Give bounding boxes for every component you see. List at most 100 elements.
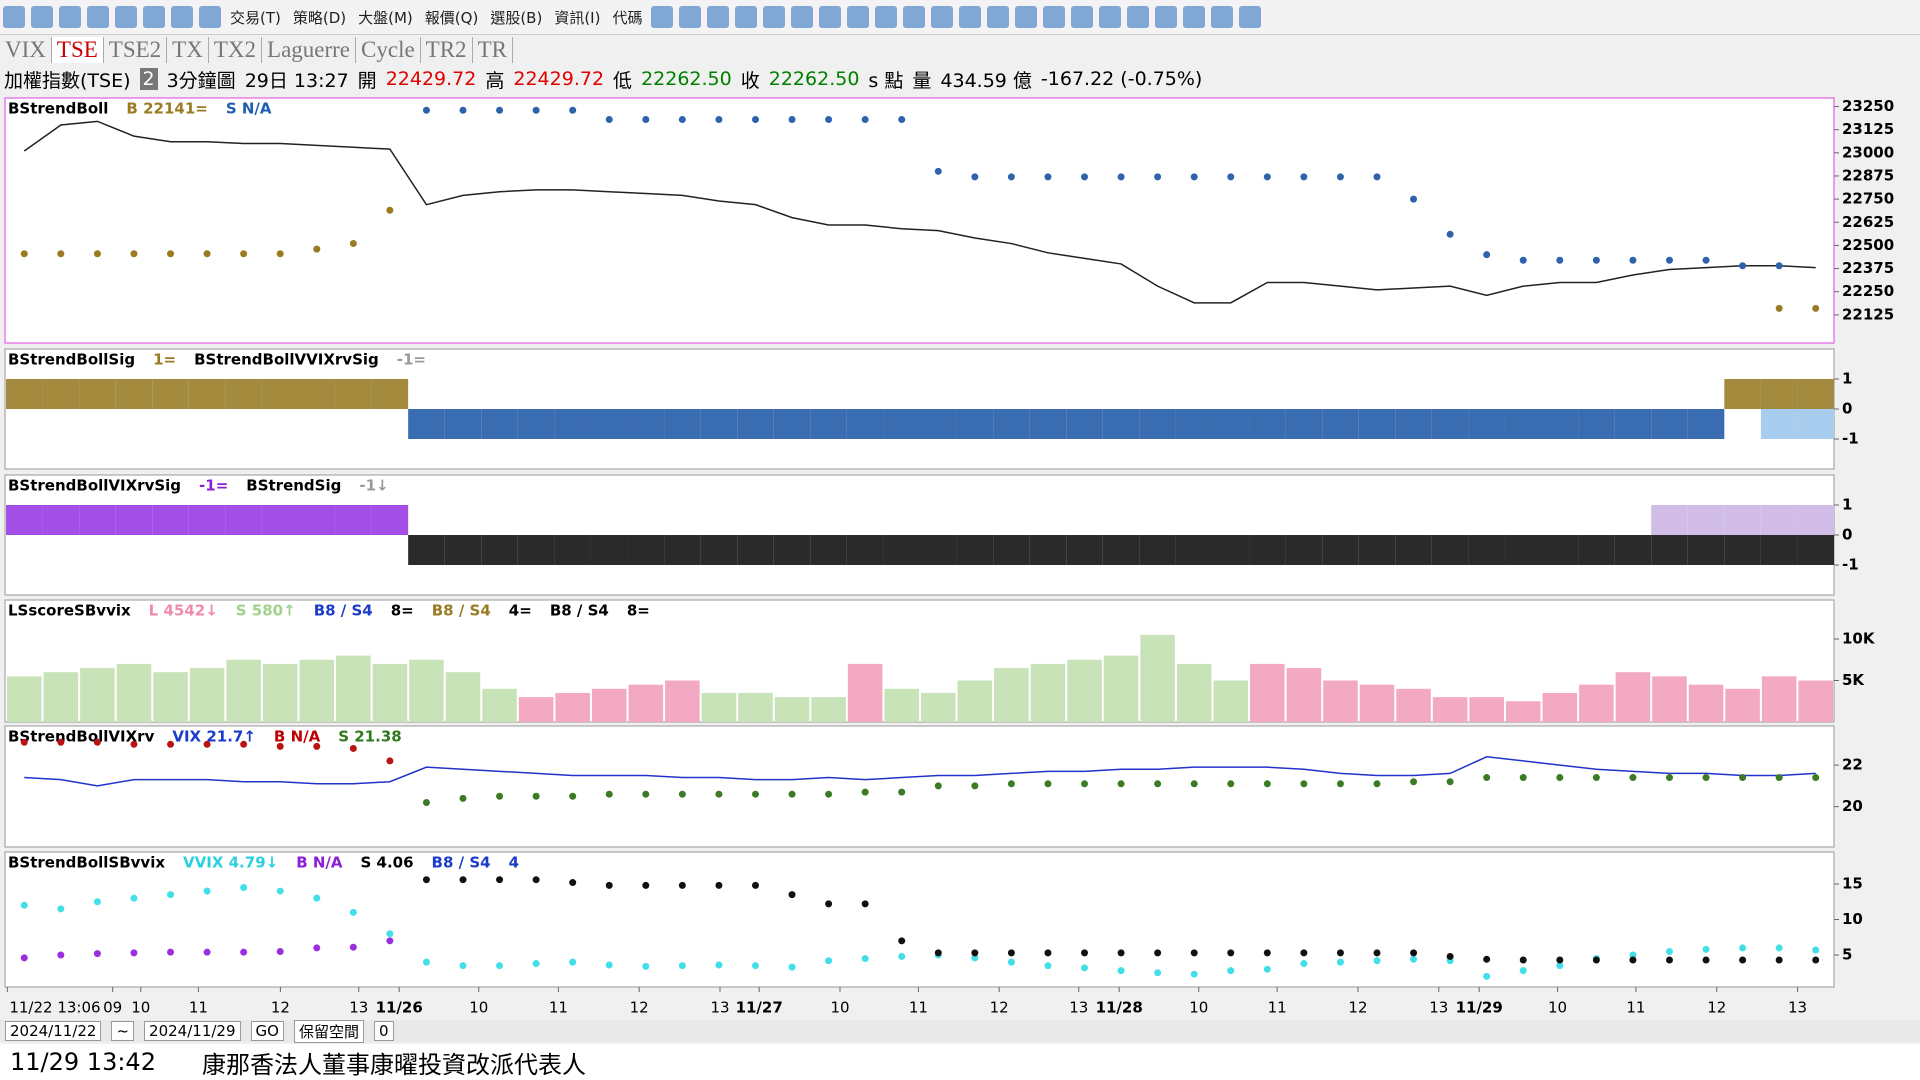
menu-item[interactable]: 選股(B) [490, 8, 543, 27]
tab[interactable]: Cycle [356, 37, 421, 63]
series-dot [751, 115, 759, 123]
tab[interactable]: TX [167, 37, 209, 63]
tab[interactable]: Laguerre [262, 37, 357, 63]
tool-icon[interactable] [1015, 6, 1038, 28]
series-dot [532, 792, 540, 800]
menu-item[interactable]: 報價(Q) [424, 8, 479, 27]
series-dot [1629, 951, 1637, 959]
series-dot [93, 898, 101, 906]
tool-icon[interactable] [651, 6, 674, 28]
menu-item[interactable]: 策略(D) [292, 8, 347, 27]
tab[interactable]: TSE2 [104, 37, 168, 63]
series-dot [1044, 962, 1052, 970]
tool-icon[interactable] [1127, 6, 1150, 28]
y-tick-label: 10 [1842, 910, 1863, 928]
tool-icon[interactable] [115, 6, 137, 28]
y-tick-label: 15 [1842, 874, 1863, 892]
series-dot [20, 250, 28, 258]
tool-icon[interactable] [875, 6, 898, 28]
series-dot [1556, 956, 1564, 964]
series-dot [57, 905, 65, 913]
x-tick-label: 12 [271, 999, 290, 1017]
bar [847, 663, 883, 722]
series-dot [1373, 173, 1381, 181]
tool-icon[interactable] [903, 6, 926, 28]
menu-item[interactable]: 大盤(M) [358, 8, 413, 27]
signal-bar [444, 535, 482, 565]
legend-item: -1↓ [359, 477, 388, 495]
tool-icon[interactable] [959, 6, 982, 28]
tool-icon[interactable] [1211, 6, 1234, 28]
menu-item[interactable]: 代碼 [612, 8, 643, 27]
tool-icon[interactable] [1155, 6, 1178, 28]
tool-icon[interactable] [1071, 6, 1094, 28]
quote-info: 加權指數(TSE) 2 3分鐘圖 29日 13:27 開 22429.72 高 22429.7… [4, 64, 1211, 94]
tool-icon[interactable] [987, 6, 1010, 28]
tab[interactable]: VIX [0, 37, 52, 63]
tool-icon[interactable] [59, 6, 81, 28]
series-dot [642, 115, 650, 123]
control[interactable]: 保留空間 [293, 1019, 364, 1043]
tool-icon[interactable] [1099, 6, 1122, 28]
menu-item[interactable]: 資訊(I) [554, 8, 601, 27]
x-tick-label: 11 [1626, 999, 1645, 1017]
signal-bar [1212, 409, 1250, 439]
signal-bar [554, 409, 591, 439]
series-dot [642, 962, 650, 970]
tool-icon[interactable] [847, 6, 870, 28]
signal-bar [956, 535, 994, 565]
series-line [24, 756, 1816, 787]
control[interactable]: 2024/11/22 [5, 1021, 102, 1041]
tool-icon[interactable] [1239, 6, 1262, 28]
menu-item[interactable]: 交易(T) [230, 8, 281, 27]
tool-icon[interactable] [171, 6, 193, 28]
tab[interactable]: TX2 [209, 37, 263, 63]
tool-icon[interactable] [931, 6, 954, 28]
signal-bar [1468, 535, 1505, 565]
bar [1213, 680, 1249, 722]
signal-bar [1322, 409, 1359, 439]
tool-icon[interactable] [199, 6, 221, 28]
tool-icon[interactable] [1183, 6, 1206, 28]
tool-icon[interactable] [707, 6, 730, 28]
tool-icon[interactable] [679, 6, 702, 28]
bar [1067, 659, 1102, 722]
signal-bar [1724, 535, 1761, 565]
signal-bar [261, 379, 299, 409]
series-dot [971, 173, 979, 181]
control[interactable]: 2024/11/29 [144, 1021, 241, 1041]
series-line [23, 120, 1816, 304]
tool-icon[interactable] [819, 6, 842, 28]
series-dot [496, 876, 504, 884]
series-dot [605, 790, 613, 798]
tab[interactable]: TSE [51, 37, 104, 63]
legend-item: VIX 21.7↑ [172, 728, 256, 746]
tool-icon[interactable] [735, 6, 758, 28]
signal-bar [737, 409, 774, 439]
x-tick-label: 11 [189, 999, 208, 1017]
x-tick-label: 12 [990, 999, 1009, 1017]
signal-bar [956, 409, 994, 439]
legend-item: B N/A [296, 854, 343, 872]
tool-icon[interactable] [3, 6, 25, 28]
legend-item: L 4542↓ [149, 602, 218, 620]
signal-bar [1687, 535, 1725, 565]
bar [43, 672, 79, 722]
tool-icon[interactable] [791, 6, 814, 28]
tool-icon[interactable] [763, 6, 786, 28]
series-dot [386, 206, 394, 214]
tool-icon[interactable] [87, 6, 109, 28]
control[interactable]: ~ [111, 1021, 135, 1041]
series-dot [1410, 778, 1418, 786]
tool-icon[interactable] [1043, 6, 1066, 28]
control[interactable]: 0 [373, 1021, 394, 1041]
tab[interactable]: TR2 [421, 37, 473, 63]
series-dot [788, 790, 796, 798]
tab[interactable]: TR [473, 37, 513, 63]
tool-icon[interactable] [143, 6, 165, 28]
signal-bar [1504, 535, 1542, 565]
x-tick-label: 13 [1429, 999, 1448, 1017]
tool-icon[interactable] [31, 6, 53, 28]
bar [665, 680, 700, 722]
control[interactable]: GO [250, 1021, 284, 1041]
